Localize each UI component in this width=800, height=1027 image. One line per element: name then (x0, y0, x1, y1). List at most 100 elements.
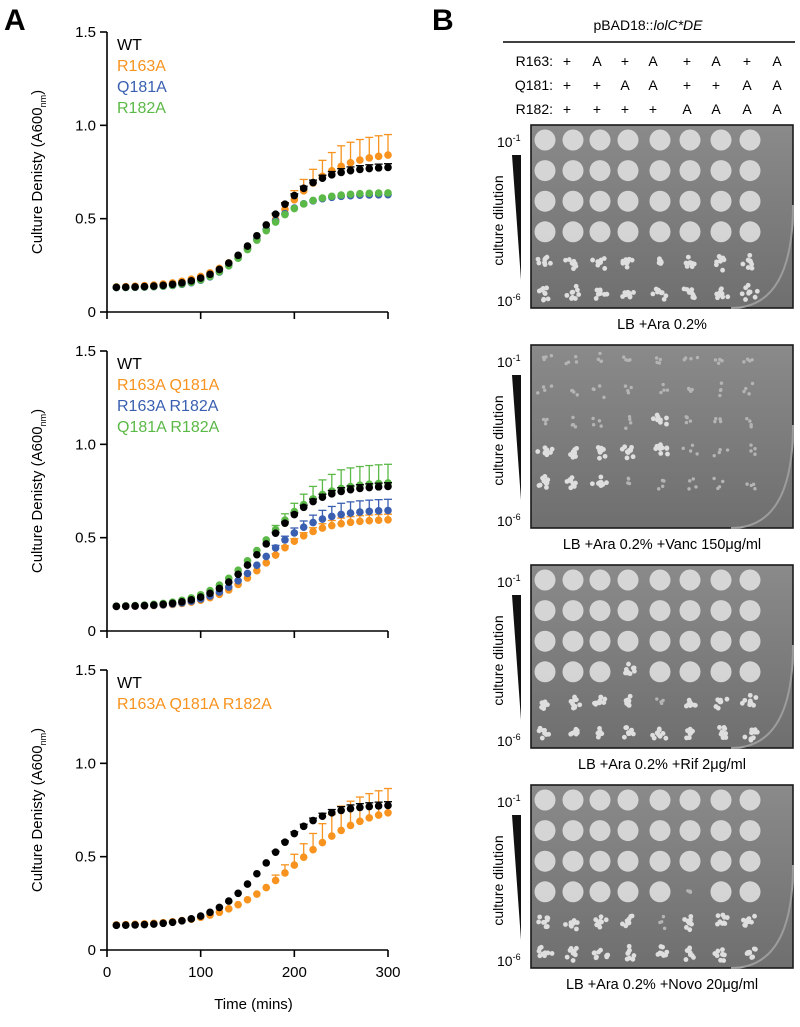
colony (661, 698, 665, 703)
data-point (262, 883, 271, 892)
colony (658, 357, 662, 362)
data-point (356, 156, 364, 164)
colony (664, 415, 669, 421)
plate-image (530, 124, 794, 309)
data-point (131, 602, 139, 610)
mutation-cell: + (621, 101, 629, 117)
colony (598, 259, 603, 265)
colony (569, 290, 575, 295)
colony (535, 256, 541, 262)
data-point (299, 532, 308, 540)
colony-spot (710, 661, 732, 683)
mutation-cell: A (711, 101, 721, 117)
colony (575, 287, 580, 293)
plate-rim (730, 424, 794, 529)
colony (661, 296, 667, 302)
colony-spot (589, 221, 611, 243)
legend-entry: R163A Q181A R182A (117, 696, 272, 713)
colony (540, 286, 546, 291)
data-point (281, 536, 289, 544)
colony (684, 287, 690, 292)
plate-caption: LB +Ara 0.2% +Rif 2μg/ml (578, 757, 746, 773)
colony (543, 924, 549, 930)
colony (712, 453, 716, 458)
colony (628, 421, 633, 425)
colony-spot (534, 789, 556, 811)
colony-spot (710, 630, 732, 652)
plate-caption: LB +Ara 0.2% +Novo 20μg/ml (566, 977, 758, 993)
data-point (168, 599, 177, 608)
plate-rim (730, 864, 794, 969)
y-axis-title-end: ) (29, 409, 46, 414)
colony (599, 424, 603, 428)
panel-a-letter: A (4, 4, 26, 37)
colony-spot (710, 850, 732, 872)
dilution-bottom-exp: -6 (513, 952, 521, 962)
colony-spot (649, 190, 671, 212)
colony (752, 294, 758, 300)
colony (660, 484, 665, 488)
colony-spot (649, 820, 671, 842)
colony (723, 735, 729, 740)
colony (626, 388, 630, 393)
dilution-top-label: 10-1 (497, 353, 521, 370)
colony (660, 920, 664, 924)
data-point (271, 218, 280, 226)
colony (664, 446, 670, 451)
data-point (337, 826, 345, 835)
data-point (309, 518, 317, 527)
data-point (187, 915, 196, 923)
data-point (234, 576, 242, 585)
colony (713, 419, 717, 424)
colony (743, 285, 749, 291)
series-q181a (112, 190, 392, 292)
data-point (290, 510, 299, 519)
colony-spot (679, 630, 701, 652)
data-point (309, 845, 317, 854)
colony (563, 257, 568, 263)
colony (573, 697, 579, 703)
data-point (328, 490, 336, 498)
data-point (271, 210, 280, 218)
y-tick-label: 0 (88, 942, 96, 959)
data-point (150, 601, 158, 609)
colony (713, 358, 718, 362)
data-point (253, 890, 261, 898)
data-point (112, 602, 121, 611)
colony (593, 917, 599, 923)
colony (687, 487, 691, 491)
colony (749, 265, 755, 271)
colony-spot (710, 569, 732, 591)
colony (573, 454, 578, 459)
data-point (271, 544, 280, 552)
data-point (374, 483, 383, 491)
colony (655, 360, 659, 365)
colony (653, 446, 659, 452)
colony (745, 357, 750, 361)
colony (598, 914, 604, 920)
colony (543, 732, 549, 737)
colony (689, 356, 693, 361)
colony (570, 260, 576, 266)
colony (654, 356, 659, 360)
colony (602, 266, 608, 271)
data-point (384, 189, 392, 197)
colony (543, 480, 549, 486)
colony (567, 947, 573, 953)
data-point (131, 283, 139, 291)
y-tick-label: 1.5 (75, 343, 96, 360)
data-point (374, 802, 383, 810)
colony (720, 912, 726, 918)
colony (687, 703, 693, 708)
colony (573, 355, 578, 359)
colony (595, 291, 601, 297)
colony-spot (739, 569, 761, 591)
dilution-top-base: 10 (497, 794, 513, 810)
colony-spot (562, 881, 584, 903)
data-point (262, 540, 271, 548)
colony (566, 257, 572, 262)
colony (628, 913, 634, 919)
colony (651, 735, 657, 741)
